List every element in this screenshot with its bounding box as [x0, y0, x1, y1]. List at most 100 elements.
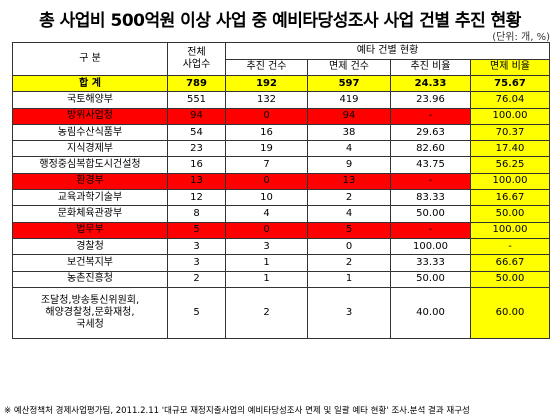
- table-row: 법무부 5 0 5-100.00: [12, 221, 550, 239]
- row-total: 3: [167, 237, 226, 256]
- row-promoted-count: 4: [225, 205, 308, 223]
- row-exempt-count: 9: [307, 156, 391, 174]
- header-promoted-ratio: 추진 비율: [390, 58, 471, 76]
- row-promoted-ratio: 83.33: [390, 189, 471, 207]
- header-exempt-ratio: 면제 비율: [470, 58, 550, 76]
- row-total: 94: [167, 107, 226, 125]
- row-exempt-count: 3: [307, 286, 391, 339]
- unit-label: (단위: 개, %): [492, 32, 550, 43]
- row-exempt-ratio: 56.25: [470, 156, 550, 174]
- row-promoted-count: 3: [225, 237, 308, 256]
- row-exempt-count: 2: [307, 254, 391, 272]
- row-promoted-ratio: 24.33: [390, 74, 471, 93]
- row-total: 5: [167, 286, 226, 339]
- header-promoted-count: 추진 건수: [225, 58, 308, 76]
- row-exempt-ratio: 75.67: [470, 74, 550, 93]
- header-total-projects: 전체 사업수: [167, 42, 226, 76]
- row-exempt-count: 0: [307, 237, 391, 256]
- row-promoted-count: 0: [225, 107, 308, 125]
- header-exempt-count: 면제 건수: [307, 58, 391, 76]
- row-promoted-count: 0: [225, 172, 308, 191]
- row-promoted-count: 132: [225, 91, 308, 109]
- row-exempt-ratio: 50.00: [470, 270, 550, 288]
- row-exempt-ratio: 76.04: [470, 91, 550, 109]
- row-exempt-count: 4: [307, 140, 391, 158]
- row-exempt-count: 13: [307, 172, 391, 191]
- row-exempt-ratio: 100.00: [470, 107, 550, 125]
- header-category: 구 분: [12, 42, 168, 76]
- table-row: 환경부 13 0 13-100.00: [12, 172, 550, 191]
- table-row: 합 계 789 192 597 24.33 75.67: [12, 74, 550, 93]
- page-title: 총 사업비 500억원 이상 사업 중 예비타당성조사 사업 건별 추진 현황: [39, 11, 521, 31]
- row-promoted-ratio: -: [390, 221, 471, 239]
- table-row: 행정중심복합도시건설청 16 7 9 43.75 56.25: [12, 156, 550, 174]
- row-promoted-ratio: 23.96: [390, 91, 471, 109]
- row-total: 13: [167, 172, 226, 191]
- row-promoted-ratio: 100.00: [390, 237, 471, 256]
- row-exempt-ratio: 17.40: [470, 140, 550, 158]
- table-row: 보건복지부 3 1 2 33.33 66.67: [12, 254, 550, 272]
- row-name: 행정중심복합도시건설청: [12, 156, 168, 174]
- table-row: 농림수산식품부 54 16 38 29.63 70.37: [12, 123, 550, 142]
- row-exempt-ratio: 16.67: [470, 189, 550, 207]
- table-row: 농촌진흥청 2 1 1 50.00 50.00: [12, 270, 550, 288]
- table-row: 국토해양부 551 132 419 23.96 76.04: [12, 91, 550, 109]
- table-row: 경찰청 3 3 0 100.00-: [12, 237, 550, 256]
- row-promoted-ratio: 43.75: [390, 156, 471, 174]
- table-row: 방위사업청 94 0 94-100.00: [12, 107, 550, 125]
- row-exempt-count: 1: [307, 270, 391, 288]
- row-name: 농림수산식품부: [12, 123, 168, 142]
- row-exempt-ratio: 50.00: [470, 205, 550, 223]
- row-name: 합 계: [12, 74, 168, 93]
- row-promoted-ratio: 50.00: [390, 270, 471, 288]
- row-name: 국토해양부: [12, 91, 168, 109]
- row-total: 23: [167, 140, 226, 158]
- row-exempt-ratio: -: [470, 237, 550, 256]
- row-promoted-ratio: 50.00: [390, 205, 471, 223]
- row-promoted-ratio: -: [390, 107, 471, 125]
- row-promoted-count: 16: [225, 123, 308, 142]
- row-name: 경찰청: [12, 237, 168, 256]
- row-name: 법무부: [12, 221, 168, 239]
- header-group: 예타 건별 현황: [225, 42, 550, 60]
- row-total: 3: [167, 254, 226, 272]
- row-exempt-count: 4: [307, 205, 391, 223]
- row-exempt-count: 2: [307, 189, 391, 207]
- row-promoted-ratio: 33.33: [390, 254, 471, 272]
- row-exempt-count: 597: [307, 74, 391, 93]
- table-row: 지식경제부 23 19 4 82.60 17.40: [12, 140, 550, 158]
- row-promoted-count: 1: [225, 270, 308, 288]
- row-name: 교육과학기술부: [12, 189, 168, 207]
- row-promoted-count: 19: [225, 140, 308, 158]
- table-row: 조달청,방송통신위원회, 해양경찰청,문화재청, 국세청 5 2 3 40.00 60.0…: [12, 286, 550, 339]
- row-total: 2: [167, 270, 226, 288]
- row-exempt-ratio: 70.37: [470, 123, 550, 142]
- row-name: 문화체육관광부: [12, 205, 168, 223]
- table-row: 교육과학기술부 12 10 2 83.33 16.67: [12, 189, 550, 207]
- row-name: 방위사업청: [12, 107, 168, 125]
- row-exempt-count: 94: [307, 107, 391, 125]
- row-total: 16: [167, 156, 226, 174]
- table-body: 합 계 789 192 597 24.33 75.67 국토해양부 551 132 419 23.9…: [12, 74, 550, 339]
- row-total: 12: [167, 189, 226, 207]
- row-exempt-ratio: 100.00: [470, 221, 550, 239]
- table-row: 문화체육관광부 8 4 4 50.00 50.00: [12, 205, 550, 223]
- row-total: 551: [167, 91, 226, 109]
- row-total: 8: [167, 205, 226, 223]
- row-total: 54: [167, 123, 226, 142]
- row-promoted-count: 7: [225, 156, 308, 174]
- row-promoted-count: 10: [225, 189, 308, 207]
- row-exempt-ratio: 100.00: [470, 172, 550, 191]
- row-promoted-count: 0: [225, 221, 308, 239]
- row-exempt-count: 5: [307, 221, 391, 239]
- row-promoted-ratio: 40.00: [390, 286, 471, 339]
- row-exempt-count: 419: [307, 91, 391, 109]
- row-name: 조달청,방송통신위원회, 해양경찰청,문화재청, 국세청: [12, 286, 168, 339]
- row-promoted-count: 2: [225, 286, 308, 339]
- footnote: ※ 예산정책처 경제사업평가팀, 2011.2.11 '대규모 재정지출사업의 …: [4, 406, 470, 416]
- row-exempt-count: 38: [307, 123, 391, 142]
- row-exempt-ratio: 66.67: [470, 254, 550, 272]
- row-promoted-ratio: -: [390, 172, 471, 191]
- row-name: 보건복지부: [12, 254, 168, 272]
- row-total: 5: [167, 221, 226, 239]
